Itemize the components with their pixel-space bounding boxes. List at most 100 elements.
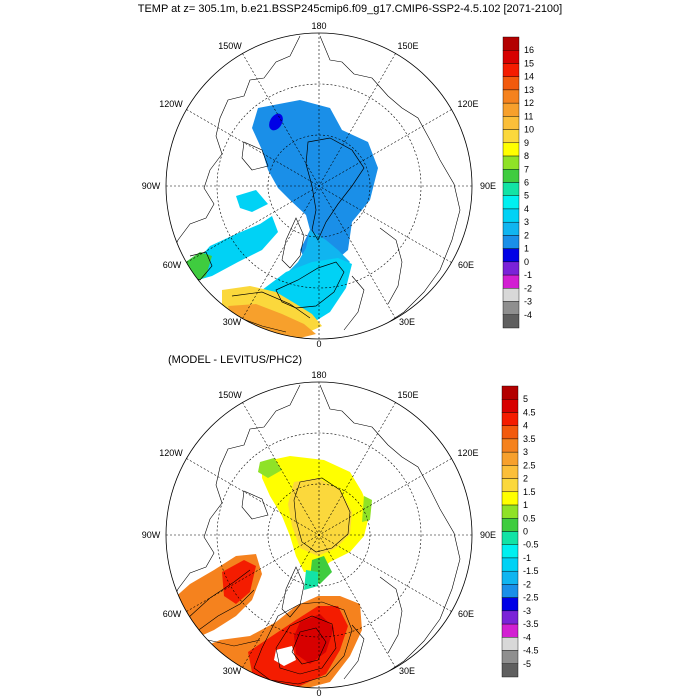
bottom-colorbar-label: 0: [523, 527, 528, 537]
top-colorbar-swatch: [502, 36, 520, 51]
bottom-lon-label-60e: 60E: [458, 609, 474, 619]
bottom-colorbar-label: -3: [523, 606, 531, 616]
top-colorbar-label: 12: [524, 98, 534, 108]
bottom-lon-label-60w: 60W: [163, 609, 182, 619]
bottom-colorbar: 5 4.5 4 3.5 3 2.5 2 1.5 1 0.5 0 -0.5 -1 -1.5 -2 -2.5 -3 -…: [501, 385, 539, 678]
bottom-colorbar-swatch: [501, 650, 519, 664]
top-colorbar-swatch: [502, 221, 520, 236]
top-colorbar-swatch: [502, 63, 520, 77]
top-colorbar-swatch: [502, 50, 520, 64]
top-colorbar-swatch: [502, 182, 520, 196]
top-lon-label-0: 0: [316, 339, 321, 349]
top-contour-5: [231, 291, 311, 319]
top-colorbar-swatch: [502, 89, 520, 104]
top-colorbar-swatch: [502, 314, 520, 329]
bottom-colorbar-label: 2.5: [523, 460, 536, 470]
top-colorbar-swatch: [502, 248, 520, 263]
top-lon-label-150w: 150W: [218, 41, 242, 51]
bottom-colorbar-swatch: [501, 570, 519, 585]
top-colorbar-label: 8: [524, 151, 529, 161]
bottom-coastlines: [169, 384, 461, 680]
bottom-lon-label-0: 0: [316, 688, 321, 698]
top-field-below1: [269, 113, 283, 131]
top-map-title: TEMP at z= 305.1m, b.e21.BSSP245cmip6.f0…: [137, 3, 563, 15]
bottom-lon-label-120e: 120E: [457, 448, 478, 458]
bottom-lon-label-30w: 30W: [223, 666, 242, 676]
bottom-colorbar-swatch: [501, 531, 519, 545]
bottom-colorbar-swatch: [501, 385, 519, 400]
bottom-colorbar-label: 1: [523, 500, 528, 510]
bottom-colorbar-label: -3.5: [523, 619, 539, 629]
bottom-lon-label-90w: 90W: [142, 530, 161, 540]
top-colorbar-label: -2: [524, 283, 532, 293]
bottom-colorbar-swatch: [501, 663, 519, 678]
bottom-colorbar-swatch: [501, 491, 519, 506]
bottom-field-cyan: [304, 570, 318, 590]
bottom-colorbar-swatch: [501, 518, 519, 532]
top-colorbar-label: 2: [524, 230, 529, 240]
bottom-colorbar-swatch: [501, 584, 519, 598]
top-colorbar-label: 6: [524, 178, 529, 188]
top-colorbar-swatch: [502, 155, 520, 170]
bottom-colorbar-swatch: [501, 399, 519, 413]
top-lon-label-30e: 30E: [399, 317, 415, 327]
bottom-colorbar-swatch: [501, 637, 519, 651]
bottom-lon-label-120w: 120W: [159, 448, 183, 458]
top-lon-labels: 180 150E 120E 90E 60E 30E 0 30W 60W 90W …: [142, 21, 496, 349]
bottom-colorbar-label: -4.5: [523, 646, 539, 656]
top-colorbar-label: -3: [524, 297, 532, 307]
top-colorbar-label: 11: [524, 111, 533, 121]
top-colorbar-label: 1: [524, 244, 529, 254]
top-lon-label-60w: 60W: [163, 260, 182, 270]
top-colorbar-swatch: [502, 274, 520, 289]
bottom-colorbar-swatch: [501, 557, 519, 572]
top-colorbar-swatch: [502, 301, 520, 315]
bottom-colorbar-label: -2: [523, 579, 531, 589]
top-colorbar-swatch: [502, 195, 520, 210]
bottom-colorbar-swatch: [501, 544, 519, 559]
top-colorbar-swatch: [502, 116, 520, 130]
top-colorbar-swatch: [502, 129, 520, 144]
bottom-colorbar-label: 3.5: [523, 434, 536, 444]
bottom-colorbar-swatch: [501, 597, 519, 612]
bottom-colorbar-label: -4: [523, 632, 531, 642]
top-map-border: [165, 32, 473, 340]
top-colorbar-label: 0: [524, 257, 529, 267]
bottom-field-green-nw: [258, 458, 282, 478]
top-polar-map: 180 150E 120E 90E 60E 30E 0 30W 60W 90W …: [142, 21, 496, 349]
bottom-colorbar-swatch: [501, 465, 519, 479]
top-lon-label-120e: 120E: [457, 99, 478, 109]
bottom-polar-map: 180 150E 120E 90E 60E 30E 0 30W 60W 90W …: [142, 370, 496, 698]
bottom-colorbar-label: 1.5: [523, 487, 536, 497]
top-colorbar-label: 16: [524, 45, 534, 55]
bottom-field-west-hot: [222, 560, 256, 604]
top-graticule: [166, 33, 472, 339]
top-colorbar-swatch: [502, 102, 520, 117]
bottom-map-border: [165, 381, 473, 689]
bottom-colorbar-label: 3: [523, 447, 528, 457]
bottom-field-1_5to2: [288, 478, 352, 556]
top-lon-label-30w: 30W: [223, 317, 242, 327]
top-contour-3: [275, 261, 345, 309]
top-colorbar-swatch: [502, 261, 520, 276]
bottom-lon-label-150w: 150W: [218, 390, 242, 400]
bottom-lon-label-150e: 150E: [397, 390, 418, 400]
bottom-colorbar-label: 0.5: [523, 513, 536, 523]
top-colorbar-label: 4: [524, 204, 529, 214]
bottom-colorbar-label: 5: [523, 394, 528, 404]
top-field-6to8: [176, 252, 212, 286]
top-colorbar-swatch: [502, 169, 520, 183]
top-lon-label-90e: 90E: [480, 181, 496, 191]
bottom-map-title: (MODEL - LEVITUS/PHC2): [168, 354, 303, 366]
bottom-lon-label-180: 180: [311, 370, 326, 380]
top-lon-label-150e: 150E: [397, 41, 418, 51]
bottom-graticule: [166, 382, 472, 688]
bottom-lon-label-90e: 90E: [480, 530, 496, 540]
bottom-colorbar-label: 2: [523, 474, 528, 484]
bottom-contours: [187, 477, 353, 685]
bottom-lon-label-30e: 30E: [399, 666, 415, 676]
bottom-colorbar-label: -1.5: [523, 566, 539, 576]
top-colorbar-label: 9: [524, 138, 529, 148]
